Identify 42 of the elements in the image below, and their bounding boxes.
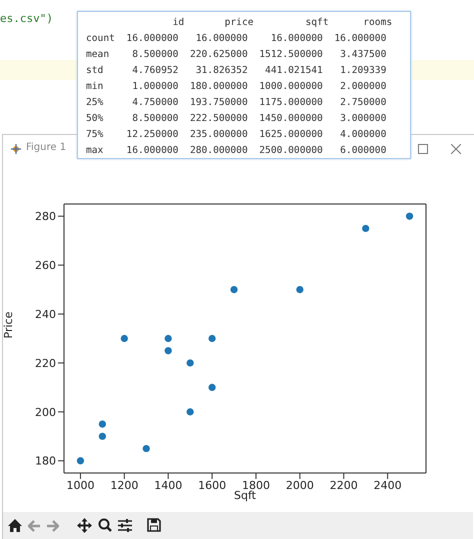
x-tick-label: 1600 [198,478,226,492]
point [120,334,128,342]
y-axis-title: Price [2,311,15,338]
y-tick-label: 240 [35,308,56,321]
x-tick-label: 2000 [286,478,314,492]
y-tick-label: 180 [35,454,56,468]
point [186,408,194,416]
y-tick-label: 260 [35,259,56,272]
text: max 16.000000 280.000000 2500.000000 6.000000 [86,145,386,156]
y-tick-label: 200 [35,406,56,419]
x-tick-label: 2400 [374,478,402,492]
y-tick-label: 220 [35,356,56,370]
x-tick-label: 2200 [330,478,358,492]
text: std 4.760952 31.826352 441.021541 1.209339 [86,65,386,76]
point [296,286,304,294]
x-tick-label: 1200 [110,478,138,492]
point [76,457,84,464]
point [142,444,150,452]
text: 50% 8.500000 222.500000 1450.000000 3.000000 [86,113,386,124]
point [208,334,216,342]
x-tick-label: 1800 [242,478,270,492]
point [362,224,370,232]
text: 75% 12.250000 235.000000 1625.000000 4.000000 [86,129,386,140]
x-tick-label: 1400 [154,478,182,492]
point [230,286,238,294]
x-tick-label: 1000 [66,478,94,492]
point [98,420,106,428]
point [164,334,172,342]
point [164,347,172,354]
text: mean 8.500000 220.625000 1512.500000 3.437500 [86,49,386,60]
point [98,432,106,440]
text: 25% 4.750000 193.750000 1175.000000 2.750000 [86,97,386,108]
point [186,359,194,367]
text: es.csv") [0,12,53,25]
y-tick-label: 280 [35,210,56,224]
x-axis-title: Sqft [234,489,257,502]
caption: Figure 1 [26,142,66,153]
point [208,384,216,392]
text: id price sqft rooms [172,17,392,28]
text: count 16.000000 16.000000 16.000000 16.000000 [86,33,386,44]
text: min 1.000000 180.000000 1000.000000 2.000000 [86,81,386,92]
point [406,212,414,220]
